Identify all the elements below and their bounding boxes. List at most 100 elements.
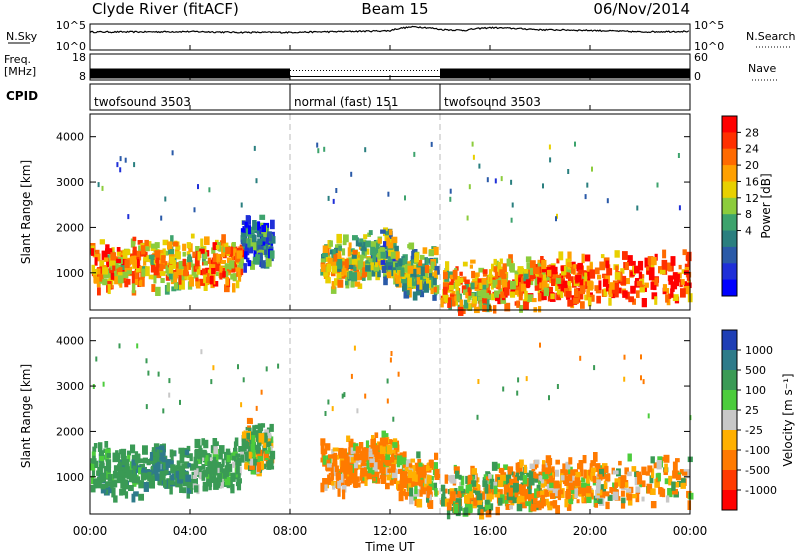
echo-cell (149, 457, 154, 465)
echo-cell (598, 474, 603, 481)
echo-cell (170, 455, 174, 464)
colorbar-swatch (722, 330, 737, 351)
echo-cell (352, 458, 358, 469)
echo-cell (380, 229, 386, 234)
echo-cell (517, 485, 523, 492)
echo-cell (116, 251, 122, 256)
echo-cell (420, 291, 425, 298)
echo-cell (458, 277, 464, 284)
echo-cell (500, 288, 505, 294)
echo-cell (173, 271, 179, 279)
echo-cell (463, 299, 469, 309)
echo-cell (593, 365, 596, 371)
echo-cell (325, 277, 331, 284)
x-tick-label: 08:00 (273, 524, 308, 538)
echo-cell (181, 463, 186, 471)
echo-cell (356, 271, 361, 281)
echo-cell (140, 472, 146, 481)
echo-cell (428, 459, 434, 466)
echo-cell (197, 251, 201, 261)
echo-cell (362, 474, 366, 481)
echo-cell (510, 280, 516, 290)
echo-cell (407, 265, 414, 274)
echo-cell (197, 184, 199, 190)
echo-cell (258, 433, 265, 443)
echo-cell (537, 266, 541, 275)
echo-cell (116, 162, 119, 168)
echo-cell (592, 475, 597, 482)
colorbar-swatch (722, 470, 737, 491)
echo-cell (385, 459, 392, 466)
echo-cell (472, 296, 478, 304)
echo-cell (203, 469, 208, 475)
colorbar-label: -100 (745, 444, 770, 457)
echo-cell (521, 498, 527, 509)
echo-cell (523, 271, 529, 282)
echo-cell (337, 272, 342, 278)
echo-cell (340, 258, 346, 264)
echo-cell (336, 259, 343, 269)
echo-cell (240, 454, 245, 463)
echo-cell (430, 141, 433, 147)
echo-cell (471, 300, 477, 308)
echo-cell (624, 467, 629, 475)
echo-cell (102, 278, 108, 286)
echo-cell (555, 505, 561, 515)
echo-cell (186, 489, 190, 499)
echo-cell (550, 501, 556, 506)
colorbar-swatch (722, 181, 737, 199)
echo-cell (237, 267, 241, 276)
echo-cell (225, 277, 230, 286)
echo-cell (258, 450, 263, 457)
echo-cell (534, 459, 540, 465)
colorbar-swatch (722, 370, 737, 391)
echo-cell (121, 255, 127, 266)
echo-cell (560, 265, 564, 272)
echo-cell (465, 484, 470, 494)
echo-cell (375, 471, 380, 479)
echo-cell (650, 488, 656, 495)
echo-cell (327, 399, 330, 405)
echo-cell (242, 377, 245, 383)
echo-cell (603, 288, 608, 297)
echo-cell (150, 264, 156, 273)
echo-cell (333, 253, 338, 262)
echo-cell (383, 241, 387, 248)
echo-cell (414, 485, 418, 495)
echo-cell (574, 477, 581, 483)
echo-cell (427, 500, 434, 509)
echo-cell (686, 282, 692, 289)
echo-cell (401, 277, 408, 284)
echo-cell (672, 281, 678, 290)
echo-cell (388, 231, 393, 241)
echo-cell (677, 480, 683, 487)
echo-cell (386, 378, 389, 384)
echo-cell (182, 487, 187, 494)
echo-cell (525, 376, 528, 382)
echo-cell (513, 476, 518, 483)
echo-cell (326, 252, 330, 259)
echo-cell (139, 463, 146, 469)
echo-cell (249, 458, 255, 468)
echo-cell (323, 266, 329, 273)
noise-left-tick-top: 10^5 (56, 19, 86, 32)
echo-cell (404, 195, 406, 201)
echo-cell (151, 284, 156, 292)
echo-cell (219, 445, 225, 454)
echo-cell (565, 491, 572, 498)
echo-cell (240, 202, 243, 208)
echo-cell (231, 245, 236, 251)
echo-cell (688, 492, 694, 500)
echo-cell (173, 282, 178, 290)
echo-cell (232, 461, 236, 468)
echo-cell (651, 257, 657, 266)
echo-cell (150, 243, 157, 249)
echo-cell (176, 460, 181, 468)
echo-cell (175, 262, 181, 271)
echo-cell (97, 287, 101, 296)
echo-cell (477, 296, 483, 304)
echo-cell (529, 260, 536, 269)
echo-cell (568, 457, 573, 465)
echo-cell (394, 273, 398, 282)
echo-cell (640, 480, 646, 488)
